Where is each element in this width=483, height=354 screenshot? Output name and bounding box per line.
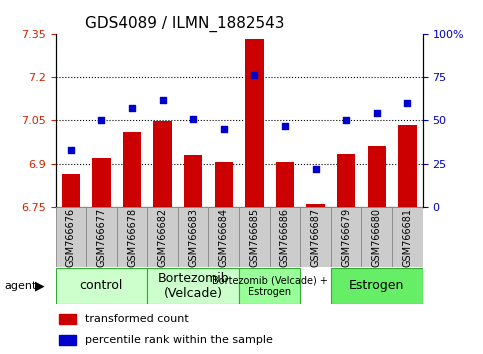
Point <box>373 110 381 116</box>
Bar <box>331 207 361 267</box>
Text: GSM766681: GSM766681 <box>402 208 412 267</box>
Bar <box>300 207 331 267</box>
Text: GSM766682: GSM766682 <box>157 207 168 267</box>
Text: Bortezomib (Velcade) +
Estrogen: Bortezomib (Velcade) + Estrogen <box>212 275 327 297</box>
Text: agent: agent <box>5 281 37 291</box>
Bar <box>178 207 209 267</box>
Point <box>189 116 197 121</box>
Text: ▶: ▶ <box>35 279 44 292</box>
Point <box>403 100 411 106</box>
Bar <box>86 207 117 267</box>
Bar <box>154 121 172 207</box>
Point <box>159 97 167 102</box>
Bar <box>270 207 300 267</box>
Text: GDS4089 / ILMN_1882543: GDS4089 / ILMN_1882543 <box>85 16 284 32</box>
Text: GSM766676: GSM766676 <box>66 207 76 267</box>
Point <box>251 73 258 78</box>
Bar <box>147 268 239 304</box>
Bar <box>239 207 270 267</box>
Bar <box>306 204 325 207</box>
Bar <box>368 146 386 207</box>
Text: transformed count: transformed count <box>85 314 189 324</box>
Text: GSM766687: GSM766687 <box>311 207 321 267</box>
Point <box>220 126 227 132</box>
Text: control: control <box>80 279 123 292</box>
Text: GSM766679: GSM766679 <box>341 207 351 267</box>
Point <box>312 166 319 172</box>
Bar <box>337 154 355 207</box>
Point <box>281 123 289 129</box>
Text: percentile rank within the sample: percentile rank within the sample <box>85 335 273 345</box>
Text: GSM766683: GSM766683 <box>188 208 198 267</box>
Text: GSM766686: GSM766686 <box>280 208 290 267</box>
Text: GSM766680: GSM766680 <box>372 208 382 267</box>
Point <box>98 118 105 123</box>
Bar <box>117 207 147 267</box>
Bar <box>392 207 423 267</box>
Text: GSM766684: GSM766684 <box>219 208 229 267</box>
Bar <box>92 158 111 207</box>
Bar <box>123 132 141 207</box>
Text: GSM766685: GSM766685 <box>249 207 259 267</box>
Text: Estrogen: Estrogen <box>349 279 404 292</box>
Bar <box>62 174 80 207</box>
Bar <box>331 268 423 304</box>
Bar <box>184 155 202 207</box>
Bar <box>59 314 76 324</box>
Text: Bortezomib
(Velcade): Bortezomib (Velcade) <box>157 272 229 300</box>
Bar <box>361 207 392 267</box>
Bar <box>276 162 294 207</box>
Bar <box>245 39 264 207</box>
Bar <box>147 207 178 267</box>
Text: GSM766678: GSM766678 <box>127 207 137 267</box>
Bar <box>56 207 86 267</box>
Text: GSM766677: GSM766677 <box>97 207 106 267</box>
Bar <box>214 162 233 207</box>
Bar <box>56 268 147 304</box>
Point <box>342 118 350 123</box>
Point <box>67 147 75 153</box>
Point <box>128 105 136 111</box>
Bar <box>59 335 76 346</box>
Bar <box>398 125 416 207</box>
Bar <box>239 268 300 304</box>
Bar <box>209 207 239 267</box>
